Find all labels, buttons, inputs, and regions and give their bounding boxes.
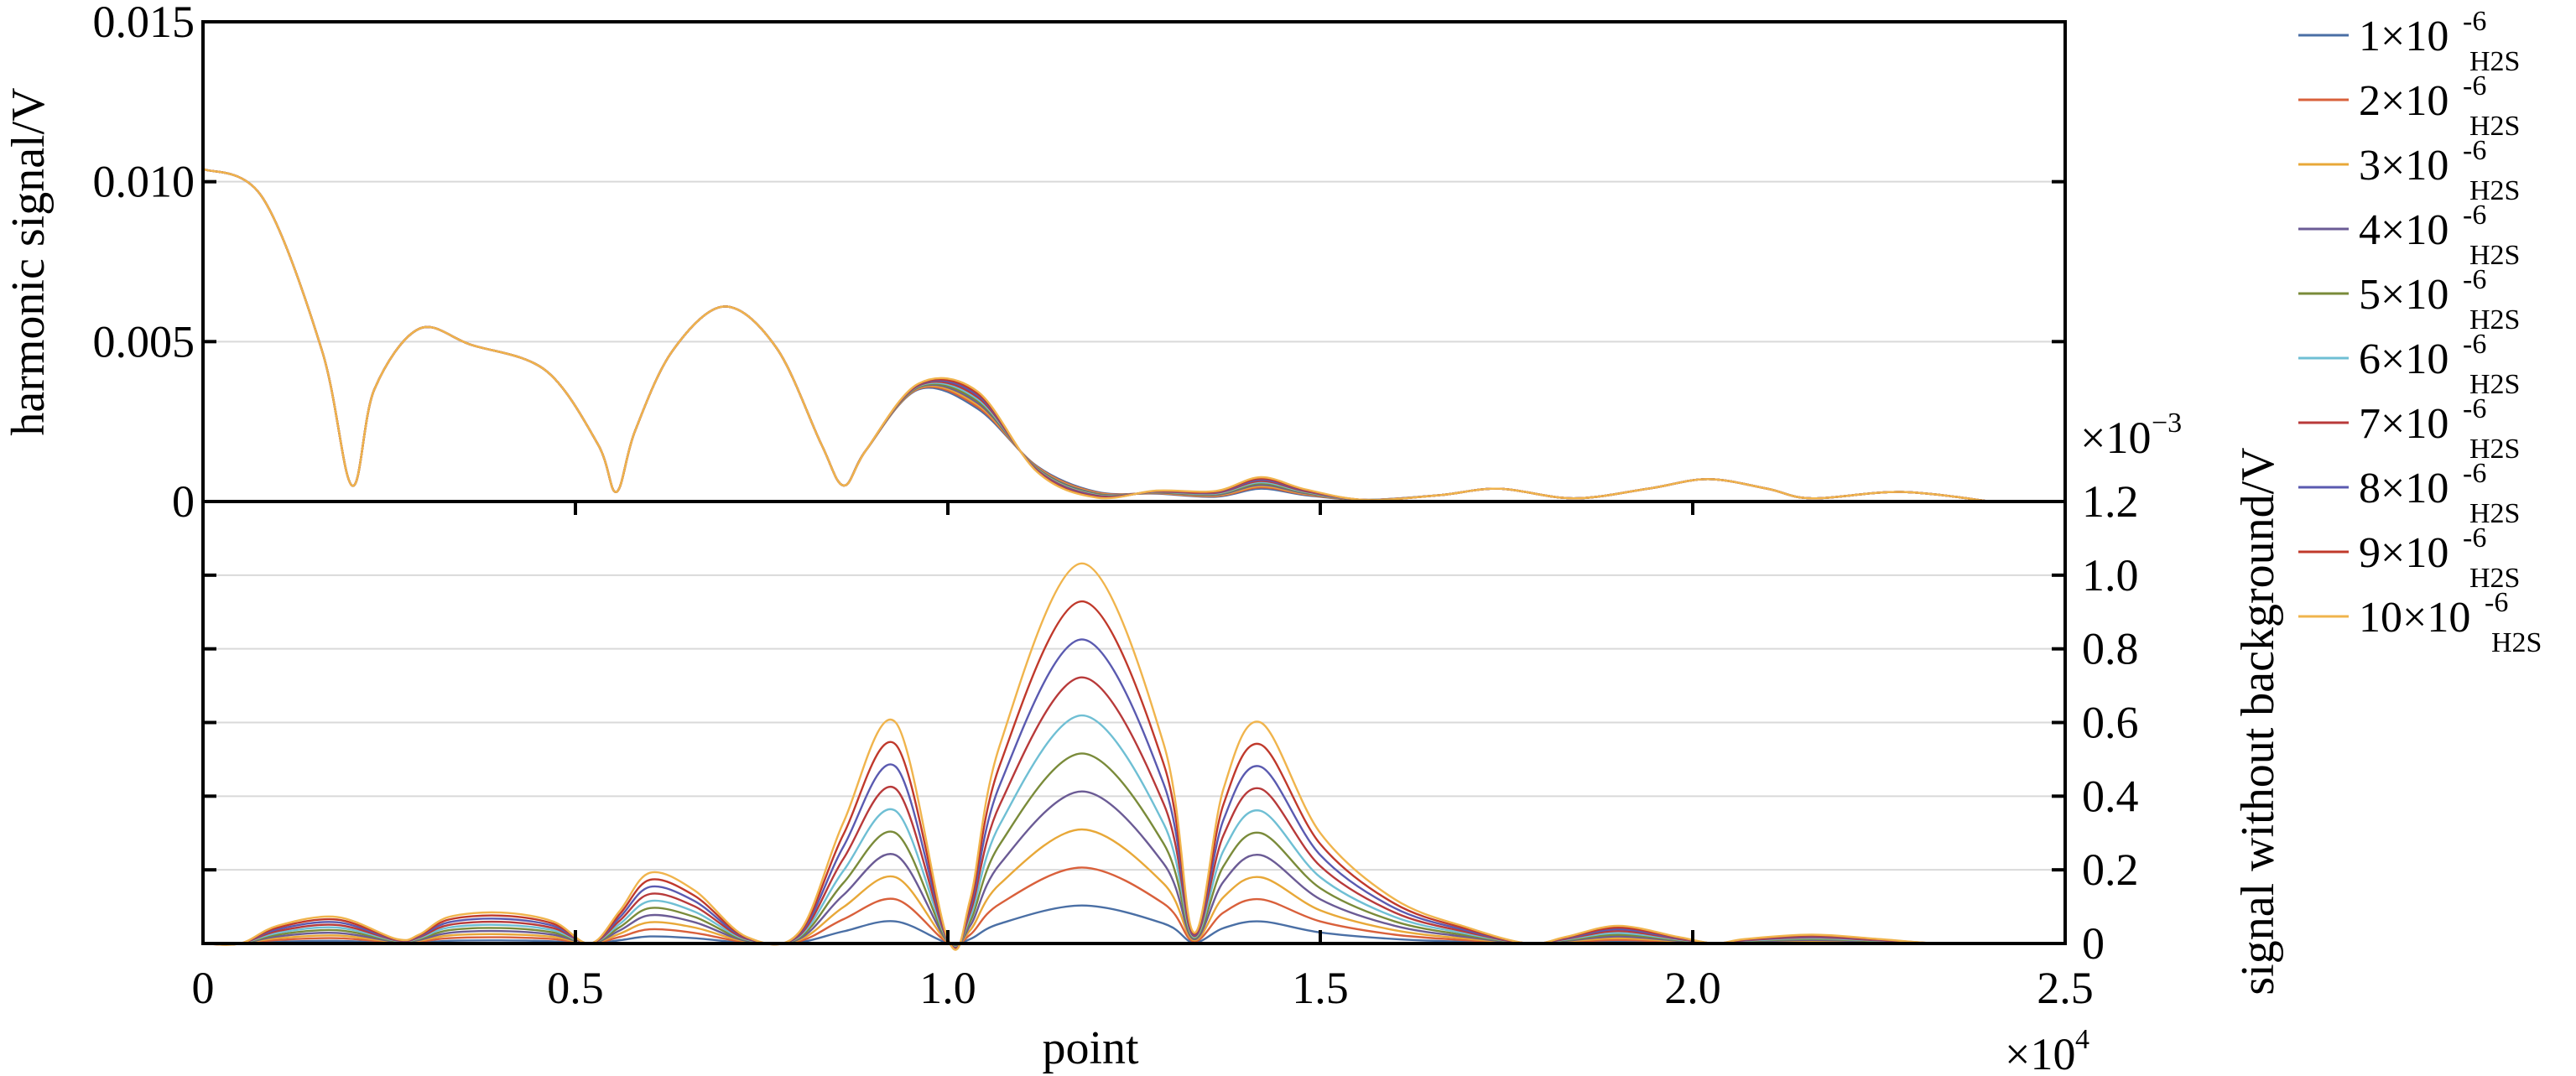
- legend-entry: 6×10 -6 H2S: [2298, 329, 2520, 400]
- legend-label-subscript: H2S: [2469, 563, 2520, 594]
- legend-label-exponent: -6: [2463, 135, 2486, 166]
- bottom-series-line: [202, 828, 1991, 947]
- bottom-series-line: [202, 752, 1991, 948]
- legend-entry: 7×10 -6 H2S: [2298, 393, 2520, 465]
- legend-label-exponent: -6: [2463, 200, 2486, 231]
- top-y-axis-title: harmonic signal/V: [3, 87, 55, 435]
- legend-entry: 4×10 -6 H2S: [2298, 200, 2520, 271]
- bottom-series-line: [202, 714, 1991, 949]
- legend-label-subscript: H2S: [2491, 627, 2542, 658]
- legend-label-exponent: -6: [2463, 522, 2486, 554]
- bottom-series-line: [202, 600, 1991, 951]
- legend-label-exponent: -6: [2463, 458, 2486, 489]
- bottom-series-line: [202, 790, 1991, 948]
- legend-label: 7×10: [2359, 400, 2449, 448]
- top-panel-series: [202, 168, 1991, 503]
- x-tick-label: 1.0: [919, 963, 976, 1013]
- bottom-y-tick-label: 0.6: [2082, 698, 2139, 748]
- x-ticks: 0 0.5 1.0 1.5 2.0 2.5: [192, 502, 2094, 1013]
- legend-label-subscript: H2S: [2469, 498, 2520, 529]
- bottom-y-ticks: 0 0.2 0.4 0.6 0.8 1.0 1.2: [203, 476, 2139, 969]
- top-series-line: [202, 168, 1991, 503]
- svg-text:×10: ×10: [2080, 413, 2151, 463]
- top-series-line: [202, 168, 1991, 503]
- legend-label: 3×10: [2359, 142, 2449, 190]
- top-panel-frame: [201, 20, 2067, 503]
- top-y-tick-label: 0.010: [93, 157, 195, 207]
- legend-label-subscript: H2S: [2469, 175, 2520, 206]
- x-tick-label: 0.5: [547, 963, 604, 1013]
- top-series-line: [202, 168, 1991, 503]
- legend-entry: 3×10 -6 H2S: [2298, 135, 2520, 206]
- x-multiplier-label: ×10 4: [2005, 1024, 2089, 1076]
- legend-entry: 5×10 -6 H2S: [2298, 264, 2520, 335]
- legend-label: 4×10: [2359, 206, 2449, 254]
- bottom-panel-series: [202, 562, 1991, 951]
- legend-label-exponent: -6: [2485, 587, 2508, 618]
- legend-label: 1×10: [2359, 13, 2449, 60]
- legend-label-subscript: H2S: [2469, 434, 2520, 465]
- bottom-y-tick-label: 1.0: [2082, 550, 2139, 600]
- legend-entry: 1×10 -6 H2S: [2298, 6, 2520, 77]
- top-y-ticks: 0 0.005 0.010 0.015: [93, 0, 2065, 527]
- bottom-y-tick-label: 0.4: [2082, 771, 2139, 821]
- legend-entry: 9×10 -6 H2S: [2298, 522, 2520, 594]
- svg-text:×10: ×10: [2005, 1029, 2075, 1076]
- legend-label-exponent: -6: [2463, 329, 2486, 360]
- top-y-tick-label: 0: [172, 476, 195, 527]
- bottom-y-tick-label: 0.2: [2082, 845, 2139, 895]
- legend-label: 5×10: [2359, 271, 2449, 319]
- legend-label-exponent: -6: [2463, 6, 2486, 37]
- svg-text:−3: −3: [2152, 408, 2182, 439]
- legend-label: 10×10: [2359, 594, 2470, 642]
- top-series-line: [202, 168, 1991, 503]
- bottom-y-tick-label: 1.2: [2082, 476, 2139, 527]
- x-tick-label: 2.0: [1664, 963, 1721, 1013]
- top-y-tick-label: 0.015: [93, 0, 195, 47]
- legend-entry: 2×10 -6 H2S: [2298, 70, 2520, 142]
- x-tick-label: 1.5: [1292, 963, 1349, 1013]
- legend-label: 2×10: [2359, 77, 2449, 125]
- legend-label: 8×10: [2359, 465, 2449, 512]
- bottom-y-axis-title: signal without background/V: [2232, 447, 2284, 995]
- top-series-line: [202, 168, 1991, 503]
- legend-label-subscript: H2S: [2469, 240, 2520, 271]
- legend-entry: 8×10 -6 H2S: [2298, 458, 2520, 529]
- top-series-line: [202, 168, 1991, 503]
- legend-label-subscript: H2S: [2469, 304, 2520, 335]
- x-axis-title: point: [1042, 1022, 1139, 1074]
- legend-entry: 10×10 -6 H2S: [2298, 587, 2542, 658]
- legend-label: 9×10: [2359, 529, 2449, 577]
- bottom-series-line: [202, 562, 1991, 951]
- bottom-y-tick-label: 0: [2082, 918, 2105, 969]
- legend-label-subscript: H2S: [2469, 111, 2520, 142]
- top-series-line: [202, 168, 1991, 503]
- legend-label-exponent: -6: [2463, 70, 2486, 101]
- bottom-y-tick-label: 0.8: [2082, 624, 2139, 674]
- legend-label-exponent: -6: [2463, 393, 2486, 424]
- top-series-line: [202, 168, 1991, 503]
- svg-text:4: 4: [2075, 1024, 2089, 1055]
- top-series-line: [202, 168, 1991, 503]
- x-tick-label: 2.5: [2037, 963, 2094, 1013]
- top-panel-grid: [203, 180, 2065, 343]
- bottom-panel-grid: [203, 574, 2065, 871]
- legend-label-subscript: H2S: [2469, 46, 2520, 77]
- top-series-line: [202, 168, 1991, 503]
- top-y-tick-label: 0.005: [93, 316, 195, 366]
- x-tick-label: 0: [192, 963, 215, 1013]
- bottom-series-line: [202, 638, 1991, 950]
- legend-label-exponent: -6: [2463, 264, 2486, 295]
- legend-label-subscript: H2S: [2469, 369, 2520, 400]
- bottom-series-line: [202, 676, 1991, 949]
- y-multiplier-label: ×10 −3: [2080, 408, 2182, 463]
- legend-label: 6×10: [2359, 335, 2449, 383]
